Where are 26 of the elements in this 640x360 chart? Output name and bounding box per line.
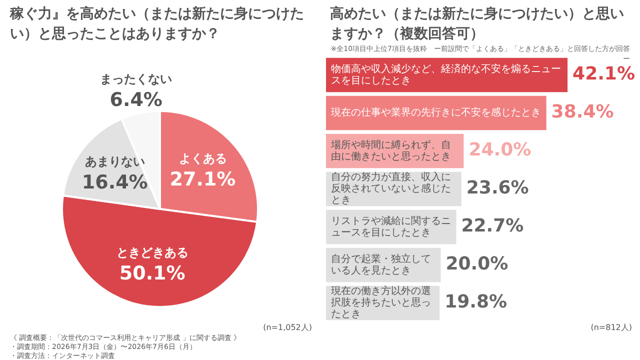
- chart-title: 高めたい（または新たに身につけたい）と思いますか？（複数回答可）: [330, 4, 625, 44]
- data-label: 22.7%: [461, 216, 524, 237]
- data-label: 27.1%: [170, 168, 236, 190]
- y-tick-label: 現在の働き方以外の選択肢を持ちたいと思ったとき: [331, 285, 431, 320]
- y-tick-label: リストラや減給に関するニュースを目にしたとき: [331, 214, 451, 238]
- text: (n=1,052人): [263, 322, 312, 333]
- y-tick-label: 現在の仕事や業界の先行きに不安を感じたとき: [331, 106, 541, 119]
- chart-title: 稼ぐ力』を高めたい（または新たに身につけたい）と思ったことはありますか？: [10, 4, 305, 44]
- y-tick-label: 場所や時間に縛られず、自由に働きたいと思ったとき: [330, 138, 451, 162]
- slice-label: あまりない: [84, 154, 145, 169]
- data-label: 50.1%: [119, 262, 186, 284]
- y-tick-label: 物価高や収入減少など、経済的な不安を煽るニュースを目にしたとき: [331, 62, 561, 86]
- data-label: 23.6%: [466, 178, 529, 199]
- data-label: 42.1%: [572, 64, 635, 85]
- slice-label: よくある: [178, 152, 227, 166]
- data-label: 19.8%: [444, 292, 508, 313]
- data-label: 24.0%: [468, 140, 532, 161]
- slice-label: ときどきある: [116, 245, 188, 260]
- slice-label: まったくない: [100, 72, 172, 86]
- y-tick-label: 自分で起業・独立している人を見たとき: [331, 252, 431, 276]
- data-label: 20.0%: [446, 254, 508, 275]
- data-label: 38.4%: [551, 102, 614, 123]
- text: (n=812人): [590, 322, 632, 333]
- y-tick-label: 自分の努力が直接、収入に反映されていないと感じたとき: [331, 171, 451, 206]
- data-label: 16.4%: [82, 171, 148, 194]
- data-label: 6.4%: [110, 88, 162, 111]
